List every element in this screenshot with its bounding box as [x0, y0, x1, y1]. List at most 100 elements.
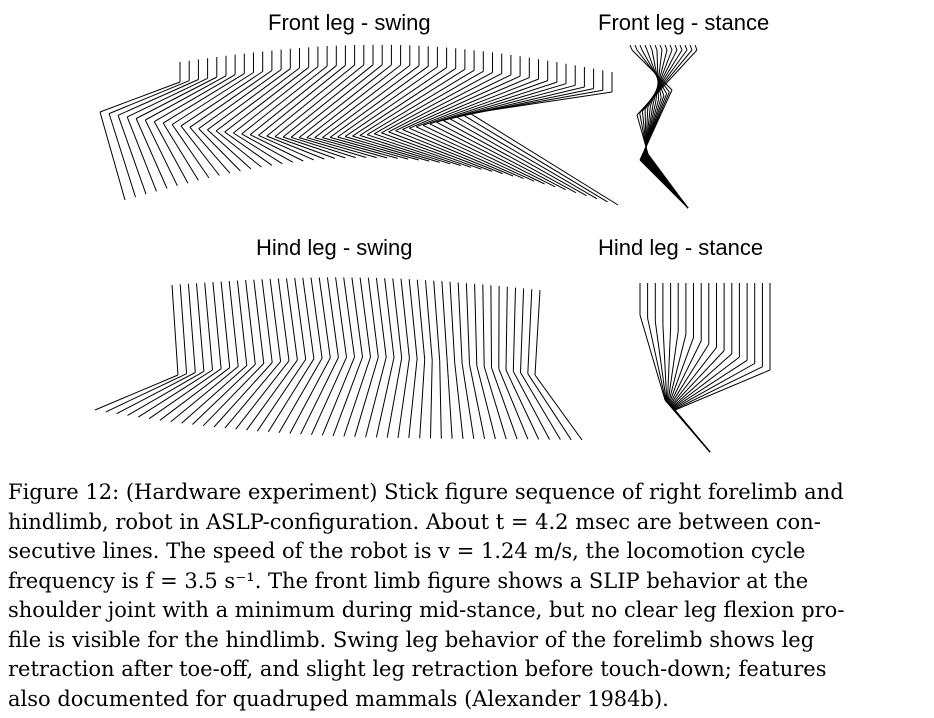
front-swing-shank-stroke: [322, 137, 398, 159]
front-swing-shank-stroke: [144, 119, 178, 187]
hind-swing-shank-stroke: [235, 360, 290, 430]
hind-swing-thigh-stroke: [196, 283, 205, 372]
front-swing-shank-stroke: [162, 122, 199, 181]
hind-swing-thigh-stroke: [179, 284, 188, 374]
front-swing-shank-stroke: [395, 130, 503, 175]
hind-swing-thigh-stroke: [261, 279, 273, 363]
hind-swing-shank-stroke: [267, 358, 315, 433]
front-swing-shank-stroke: [329, 136, 409, 160]
front-swing-shank-stroke: [189, 126, 231, 174]
hind-stance-thigh-stroke: [674, 366, 763, 410]
hind-swing-thigh-stroke: [343, 277, 355, 358]
hind-stance-thigh-stroke: [669, 343, 710, 406]
caption-line: frequency is f = 3.5 s⁻¹. The front limb…: [8, 568, 809, 593]
hind-stance-shank-stroke: [674, 409, 711, 453]
front-swing-thigh-stroke: [329, 65, 429, 138]
hind-stance-thigh-stroke: [671, 350, 725, 407]
caption-line: shoulder joint with a minimum during mid…: [8, 598, 845, 622]
caption-line: file is visible for the hindlimb. Swing …: [8, 627, 815, 652]
hind-swing-shank-stroke: [289, 357, 331, 434]
hind-swing-shank-stroke: [321, 356, 355, 436]
front-swing-thigh-stroke: [409, 77, 530, 129]
hind-swing-shank-stroke: [278, 358, 323, 434]
front-swing-shank-stroke: [108, 113, 136, 198]
front-swing-thigh-stroke: [126, 77, 208, 118]
front-swing-thigh-stroke: [381, 71, 493, 134]
front-swing-shank-stroke: [198, 128, 241, 172]
front-stance-hip-stroke: [674, 44, 678, 51]
front-swing-thigh-stroke: [374, 70, 484, 135]
hind-swing-shank-stroke: [94, 374, 179, 411]
front-swing-shank-stroke: [359, 134, 451, 165]
hind-stance-thigh-stroke: [670, 347, 717, 407]
hind-swing-shank-stroke: [202, 363, 265, 427]
hind-swing-thigh-stroke: [408, 279, 418, 359]
caption-line: retraction after toe-off, and slight leg…: [8, 657, 827, 681]
hind-swing-thigh-stroke: [335, 277, 347, 358]
front-swing-thigh-stroke: [180, 71, 263, 127]
front-stance-hip-stroke: [679, 44, 683, 51]
front-swing-shank-stroke: [415, 126, 535, 182]
hind-swing-thigh-stroke: [482, 284, 485, 367]
front-swing-thigh-stroke: [436, 83, 567, 123]
hind-stance-thigh-stroke: [662, 324, 668, 402]
caption-line: also documented for quadruped mammals (A…: [8, 686, 669, 711]
front-swing-shank-stroke: [298, 137, 367, 158]
hind-stance-thigh-stroke: [672, 359, 748, 409]
front-swing-thigh-stroke: [99, 81, 181, 113]
front-swing-shank-stroke: [266, 135, 325, 160]
hind-stance-thigh-stroke: [666, 327, 672, 403]
front-stance-hip-stroke: [659, 44, 663, 51]
front-swing-shank-stroke: [153, 121, 189, 184]
hind-swing-thigh-stroke: [236, 280, 248, 366]
hind-swing-shank-stroke: [105, 373, 187, 413]
hind-swing-thigh-stroke: [505, 286, 508, 371]
front-swing-shank-stroke: [135, 118, 168, 189]
front-stance-thigh-stroke: [641, 49, 668, 95]
hind-swing-title: Hind leg - swing: [256, 235, 413, 260]
front-swing-thigh-stroke: [416, 78, 539, 128]
front-swing-thigh-stroke: [395, 74, 512, 132]
front-swing-shank-stroke: [352, 135, 440, 163]
front-swing-shank-stroke: [258, 134, 315, 161]
hind-swing-thigh-stroke: [228, 281, 239, 367]
hind-swing-thigh-stroke: [400, 278, 410, 359]
front-swing-thigh-stroke: [359, 68, 466, 136]
hind-swing-shank-stroke: [332, 356, 363, 437]
hind-swing-shank-stroke: [375, 357, 395, 438]
caption-line: Figure 12: (Hardware experiment) Stick f…: [8, 480, 844, 504]
hind-swing-shank-stroke: [159, 367, 231, 421]
front-stance-hip-stroke: [669, 44, 673, 51]
hind-swing-shank-stroke: [354, 356, 379, 437]
front-swing-thigh-stroke: [306, 64, 401, 139]
hind-stance-thigh-stroke: [668, 334, 687, 404]
front-swing-shank-stroke: [422, 124, 545, 185]
front-swing-thigh-stroke: [282, 64, 374, 138]
hind-stance-thigh-stroke: [672, 356, 740, 408]
hind-swing-shank-stroke: [365, 357, 387, 438]
front-swing-thigh-stroke: [117, 79, 199, 116]
front-swing-shank-stroke: [449, 118, 587, 197]
front-swing-thigh-stroke: [171, 72, 254, 125]
front-stance-hip-stroke: [634, 44, 638, 51]
hind-swing-thigh-stroke: [449, 281, 456, 363]
front-swing-thigh-stroke: [402, 75, 521, 130]
hind-swing-thigh-stroke: [465, 283, 470, 365]
hind-swing-thigh-stroke: [534, 289, 541, 376]
front-swing-shank-stroke: [290, 136, 356, 159]
hind-swing-thigh-stroke: [277, 278, 290, 361]
front-swing-shank-stroke: [126, 116, 157, 192]
front-swing-thigh-stroke: [422, 80, 548, 126]
hind-swing-shank-stroke: [430, 360, 433, 439]
hind-swing-thigh-stroke: [187, 283, 196, 373]
front-swing-thigh-stroke: [224, 66, 310, 133]
hind-swing-thigh-stroke: [474, 283, 478, 366]
hind-swing-shank-stroke: [343, 356, 371, 437]
front-swing-thigh-stroke: [274, 64, 365, 137]
front-swing-shank-stroke: [241, 133, 294, 163]
hind-swing-shank-stroke: [505, 369, 540, 440]
hind-swing-thigh-stroke: [171, 284, 179, 376]
hind-swing-shank-stroke: [527, 373, 572, 441]
front-swing-thigh-stroke: [145, 75, 227, 121]
